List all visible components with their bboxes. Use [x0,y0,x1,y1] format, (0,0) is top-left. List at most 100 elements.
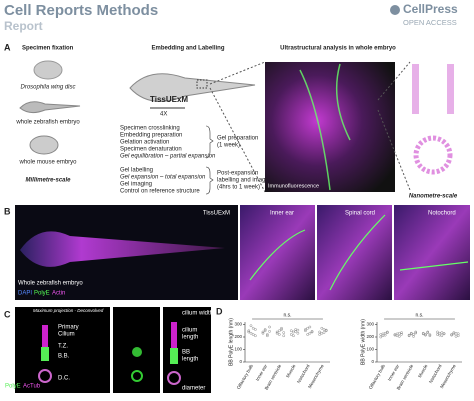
cilium [171,322,177,348]
x-tick-label: Olfactory bulb [368,363,386,390]
point [379,335,383,339]
y-tick-label: 0 [239,359,242,364]
bb [170,348,178,364]
point [254,334,257,338]
journal-title: Cell Reports Methods [4,2,158,19]
point [386,331,389,334]
fluorescence-image [265,62,395,192]
point [280,326,283,330]
note: Maximum projection - Deconvolved [33,308,104,313]
point [440,334,444,338]
point [263,328,267,331]
measure: diameter [182,386,205,392]
step: Specimen denaturation [120,147,182,153]
point [266,333,269,336]
summary: (1 week) [217,143,240,149]
zebrafish-icon [19,101,81,114]
brace [205,125,214,159]
point [442,332,446,335]
point [414,330,418,334]
point [436,330,439,334]
annotation: n.s. [283,312,291,318]
step: Specimen crosslinking [120,126,180,132]
measure: length [182,357,198,363]
method: TissUExM [150,95,188,104]
y-tick-label: 100 [366,347,374,352]
point [304,328,307,331]
point [292,330,295,334]
x-tick-label: Inner ear [255,363,269,382]
point [407,333,411,337]
panel-label: C [4,309,11,319]
point [322,328,326,331]
method: TissUExM [203,211,230,217]
mouse-icon [29,135,59,155]
point [277,329,281,333]
point [308,325,312,329]
point [409,332,413,336]
step: Gel imaging [120,182,152,188]
point [452,331,456,334]
point [282,334,286,338]
legend-item: PolyE [34,291,50,297]
specimen: Drosophila wing disc [20,85,75,91]
point [294,330,298,333]
y-axis-label: BB PolyE length (nm) [228,318,234,366]
cilium-drawing [412,64,419,114]
point [308,331,312,335]
x-tick-label: Inner ear [387,363,401,382]
inset-image [394,205,470,300]
point [383,333,387,337]
point [424,333,427,336]
y-tick-label: 300 [366,322,374,327]
point [322,331,326,334]
x-tick-label: Olfactory bulb [236,363,254,390]
zoom-line [209,61,266,85]
label: B.B. [58,354,70,360]
point [292,334,295,338]
y-tick-label: 0 [371,359,374,364]
bb [41,347,49,361]
step: Embedding preparation [120,133,182,139]
embryo [20,231,225,267]
wing-disc [33,60,63,80]
measure: cilium [182,328,197,334]
panel-label: B [4,206,11,216]
point [263,329,267,333]
cilium [42,325,48,347]
point [436,333,439,336]
step: Gel equilibration – partial expansion [120,154,216,160]
point [266,334,269,338]
point [261,331,265,335]
legend-item: AcTub [23,384,41,390]
point [251,333,255,336]
point [280,328,283,331]
inset-label: Inner ear [270,211,294,217]
panel-label: A [4,42,11,52]
label: T.Z. [58,344,68,350]
image-detail [299,63,351,191]
point [440,331,444,334]
specimen: whole mouse embryo [18,160,77,166]
point [324,328,328,332]
step: Gel labelling [120,168,153,174]
point [320,326,324,330]
point [247,330,251,334]
y-tick-label: 200 [366,334,374,339]
brand-sub: OPEN ACCESS [403,18,457,27]
cilium-drawing [447,64,454,114]
point [251,326,255,330]
image-detail [249,214,469,291]
ring [131,370,143,382]
ring [167,371,181,385]
y-tick-label: 100 [234,347,242,352]
charts: 0 100 200 300 BB PolyE length (nm) n.s. Olfact… [228,312,462,391]
annotation: n.s. [415,312,423,318]
point [450,333,453,336]
point [318,330,321,334]
label: Primary [58,325,79,331]
point [421,331,425,335]
brand-logo [390,5,400,15]
